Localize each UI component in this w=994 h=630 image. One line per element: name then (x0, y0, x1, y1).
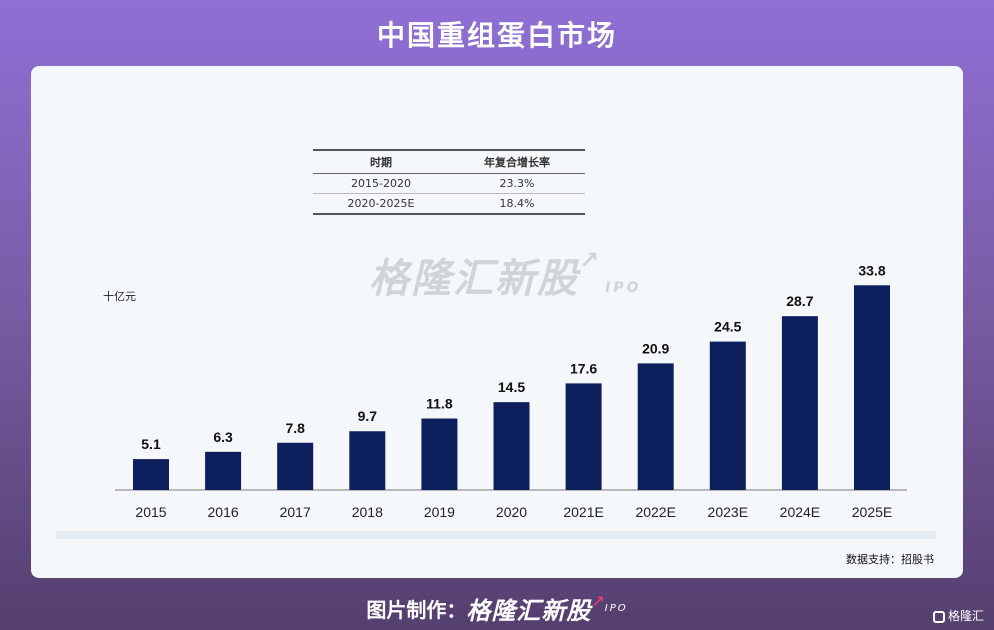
cagr-period-cell: 2020-2025E (313, 193, 449, 215)
unit-label: 十亿元 (103, 290, 136, 303)
page-title: 中国重组蛋白市场 (376, 19, 617, 52)
x-tick-label-2016: 2016 (208, 504, 239, 520)
x-tick-label-2025E: 2025E (852, 504, 892, 520)
x-tick-label-2021E: 2021E (563, 504, 603, 520)
cagr-table-header-cagr: 年复合增长率 (449, 149, 585, 174)
cagr-value-cell: 23.3% (449, 173, 585, 194)
bar-2022E (637, 363, 674, 490)
cagr-period-cell: 2015-2020 (313, 173, 449, 194)
x-tick-label-2023E: 2023E (708, 504, 748, 520)
footer-band (56, 531, 936, 539)
cagr-table-header-period: 时期 (313, 149, 449, 174)
bar-2020 (493, 402, 530, 490)
cagr-table-header-row: 时期 年复合增长率 (313, 149, 585, 174)
bar-2016 (205, 451, 242, 490)
data-label-2021E: 17.6 (570, 360, 597, 376)
bar-2024E (781, 316, 818, 490)
x-tick-label-2018: 2018 (352, 504, 383, 520)
x-tick-label-2022E: 2022E (635, 504, 675, 520)
credit-ipo: IPO (604, 603, 628, 614)
data-label-2019: 11.8 (426, 396, 453, 412)
bar-chart: 5.1 2015 6.3 2016 7.8 2017 9.7 2018 11.8 2019 14.5… (115, 262, 907, 520)
data-label-2024E: 28.7 (786, 293, 813, 309)
cagr-table: 时期 年复合增长率 2015-2020 23.3% 2020-2025E 18.… (313, 149, 585, 215)
corner-logo: 格隆汇 (932, 607, 984, 624)
watermark: 格隆汇新股↗IPO (369, 246, 641, 304)
table-row: 2015-2020 23.3% (313, 173, 585, 194)
bar-2025E (854, 285, 890, 490)
bar-2018 (349, 431, 386, 490)
credit-brand: 格隆汇新股 (466, 597, 592, 625)
x-tick-label-2020: 2020 (496, 504, 527, 520)
data-label-2023E: 24.5 (714, 319, 741, 335)
logo-icon (932, 610, 945, 623)
source-note: 数据支持：招股书 (846, 553, 934, 566)
bar-2019 (421, 418, 458, 490)
bar-2021E (565, 383, 602, 490)
chart-card: 时期 年复合增长率 2015-2020 23.3% 2020-2025E 18.… (31, 66, 963, 578)
data-label-2020: 14.5 (498, 379, 525, 395)
bar-2015 (133, 459, 169, 490)
x-tick-label-2019: 2019 (424, 504, 455, 520)
x-tick-label-2017: 2017 (280, 504, 311, 520)
watermark-brand: 格隆汇新股 (369, 256, 579, 302)
x-tick-label-2015: 2015 (135, 504, 166, 520)
data-label-2016: 6.3 (213, 429, 233, 445)
trend-arrow-icon: ↗ (579, 246, 602, 274)
x-tick-label-2024E: 2024E (780, 504, 820, 520)
trend-arrow-icon: ↗ (591, 591, 605, 610)
corner-logo-text: 格隆汇 (947, 609, 984, 623)
data-label-2015: 5.1 (141, 436, 161, 452)
bar-2023E (709, 341, 746, 490)
data-label-2022E: 20.9 (642, 340, 669, 356)
data-label-2017: 7.8 (285, 420, 305, 436)
data-label-2018: 9.7 (358, 408, 378, 424)
cagr-value-cell: 18.4% (449, 193, 585, 215)
credit-prefix: 图片制作： (366, 598, 467, 622)
watermark-ipo: IPO (605, 280, 642, 296)
image-credit: 图片制作：格隆汇新股↗IPO (0, 591, 994, 626)
data-label-2025E: 33.8 (858, 262, 885, 278)
table-row: 2020-2025E 18.4% (313, 193, 585, 215)
bar-2017 (277, 442, 314, 490)
